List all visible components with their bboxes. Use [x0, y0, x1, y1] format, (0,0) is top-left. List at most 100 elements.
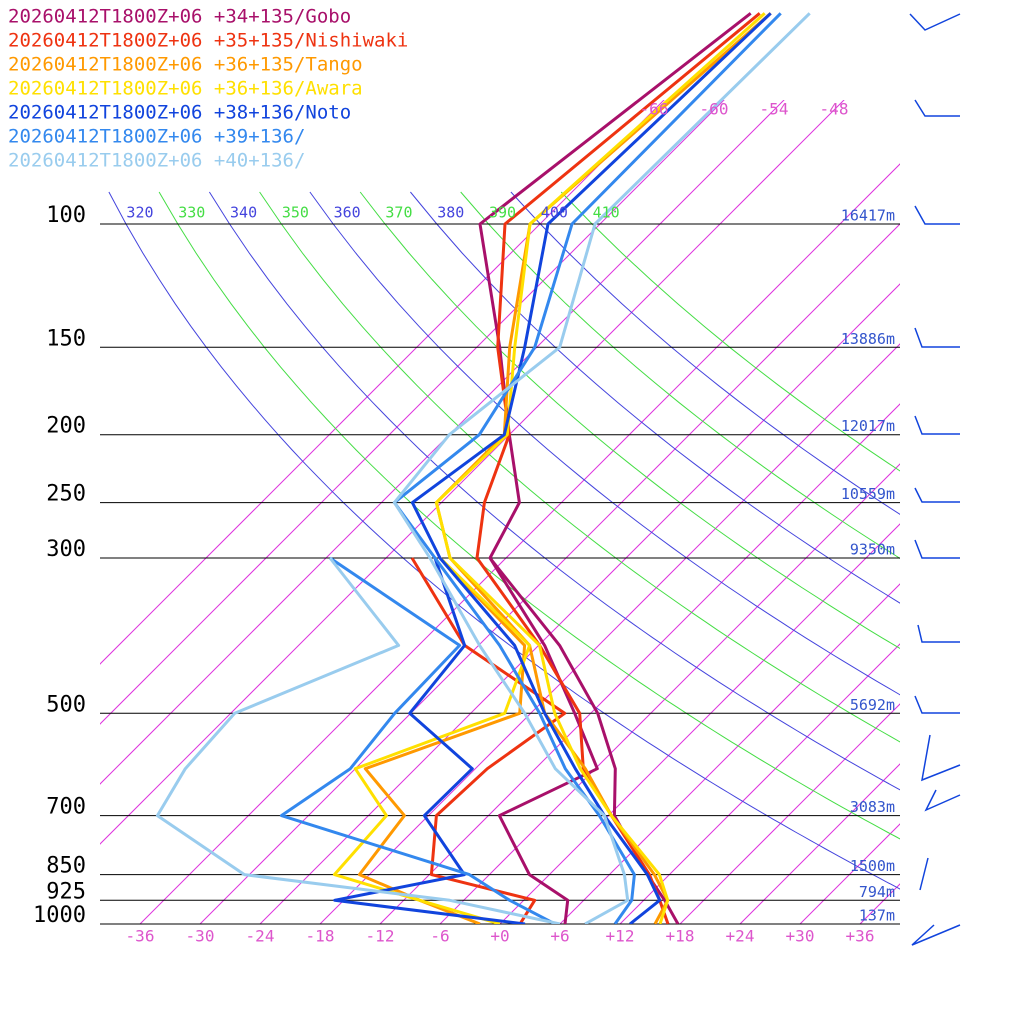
isotherm	[439, 463, 900, 924]
barb	[917, 624, 960, 643]
temperature-line	[434, 12, 766, 924]
y-tick-label: 700	[46, 795, 86, 820]
theta-label: 320	[126, 204, 153, 222]
dry-adiabat	[259, 191, 900, 743]
barb	[919, 857, 929, 891]
x-tick-label: -24	[246, 927, 275, 946]
profiles	[155, 12, 811, 924]
height-label: 1500m	[850, 857, 895, 875]
height-label: 13886m	[841, 330, 895, 348]
x-tick-label: -12	[366, 927, 395, 946]
barb	[914, 539, 960, 559]
labels: -36 -30 -24 -18 -12 -6 +0 +6 +12 +18 +24 +30 +36 -66 -…	[8, 6, 895, 946]
x-tick-label: +6	[550, 927, 569, 946]
legend-entry: 20260412T1800Z+06 +38+136/Noto	[8, 102, 351, 124]
isotherm	[739, 763, 900, 924]
isotherm	[139, 163, 900, 924]
isotherm	[499, 523, 900, 924]
y-tick-label: 250	[46, 482, 86, 507]
barb	[914, 205, 960, 225]
y-tick-label: 100	[46, 203, 86, 228]
isotherm	[100, 100, 845, 845]
temperature-line	[410, 12, 772, 924]
theta-label: 360	[334, 204, 361, 222]
height-label: 5692m	[850, 696, 895, 714]
isotherm	[859, 883, 900, 924]
isotherm	[259, 283, 900, 924]
barb	[924, 789, 961, 812]
wind-barbs	[909, 13, 961, 946]
isotherm	[100, 100, 725, 725]
y-tick-label: 925	[46, 879, 86, 904]
temperature-line	[392, 12, 811, 924]
barb	[914, 415, 960, 435]
theta-label: 380	[437, 204, 464, 222]
isotherm	[799, 823, 900, 924]
isotherm	[100, 100, 665, 665]
legend-entry: 20260412T1800Z+06 +36+135/Tango	[8, 54, 363, 76]
theta-label: 390	[489, 204, 516, 222]
height-label: 3083m	[850, 798, 895, 816]
legend-entry: 20260412T1800Z+06 +40+136/	[8, 150, 305, 172]
x-tick-label: -18	[306, 927, 335, 946]
x-tick-label: +12	[606, 927, 635, 946]
dewpoint-line	[488, 557, 599, 924]
legend-entry: 20260412T1800Z+06 +34+135/Gobo	[8, 6, 351, 28]
legend-entry: 20260412T1800Z+06 +36+136/Awara	[8, 78, 363, 100]
barb	[914, 99, 960, 117]
x-tick-label: +18	[666, 927, 695, 946]
legend-entry: 20260412T1800Z+06 +35+135/Nishiwaki	[8, 30, 408, 52]
height-label: 794m	[859, 883, 895, 901]
upper-tick-label: -66	[640, 100, 669, 119]
x-tick-label: -36	[126, 927, 155, 946]
dewpoint-line	[410, 557, 567, 924]
barb	[921, 734, 961, 782]
dry-adiabat	[460, 191, 900, 559]
isotherm	[559, 583, 900, 924]
x-tick-label: +30	[786, 927, 815, 946]
isotherm	[679, 703, 900, 924]
isotherm	[319, 343, 900, 924]
height-label: 16417m	[841, 207, 895, 225]
isotherm	[379, 403, 900, 924]
x-tick-label: +36	[846, 927, 875, 946]
theta-label: 370	[385, 204, 412, 222]
dry-adiabat	[208, 191, 900, 791]
legend-entry: 20260412T1800Z+06 +39+136/	[8, 126, 305, 148]
temperature-line	[475, 12, 761, 924]
barb	[914, 695, 960, 714]
height-label: 12017m	[841, 417, 895, 435]
height-label: 10559m	[841, 485, 895, 503]
dewpoint-line	[279, 556, 556, 924]
y-tick-label: 200	[46, 414, 86, 439]
barb	[914, 327, 960, 348]
dewpoint-line	[333, 557, 526, 924]
dewpoint-line	[155, 557, 561, 924]
upper-tick-label: -54	[760, 100, 789, 119]
theta-label: 340	[230, 204, 257, 222]
theta-label: 330	[178, 204, 205, 222]
theta-label: 350	[282, 204, 309, 222]
height-label: 137m	[859, 907, 895, 925]
x-tick-label: +0	[490, 927, 509, 946]
x-tick-label: -6	[430, 927, 449, 946]
isotherm	[199, 223, 900, 924]
dry-adiabat	[560, 191, 900, 472]
height-label: 9350m	[850, 540, 895, 558]
temperature-line	[392, 12, 782, 924]
x-tick-label: +24	[726, 927, 755, 946]
dry-adiabat	[158, 191, 900, 840]
x-tick-label: -30	[186, 927, 215, 946]
barb	[911, 924, 961, 946]
y-tick-label: 500	[46, 692, 86, 717]
upper-tick-label: -60	[700, 100, 729, 119]
y-tick-label: 150	[46, 326, 86, 351]
isotherm	[619, 643, 900, 924]
dry-adiabat	[510, 191, 900, 515]
isotherm	[100, 100, 785, 785]
theta-label: 410	[593, 204, 620, 222]
theta-label: 400	[541, 204, 568, 222]
y-tick-label: 300	[46, 537, 86, 562]
barb	[914, 487, 960, 503]
